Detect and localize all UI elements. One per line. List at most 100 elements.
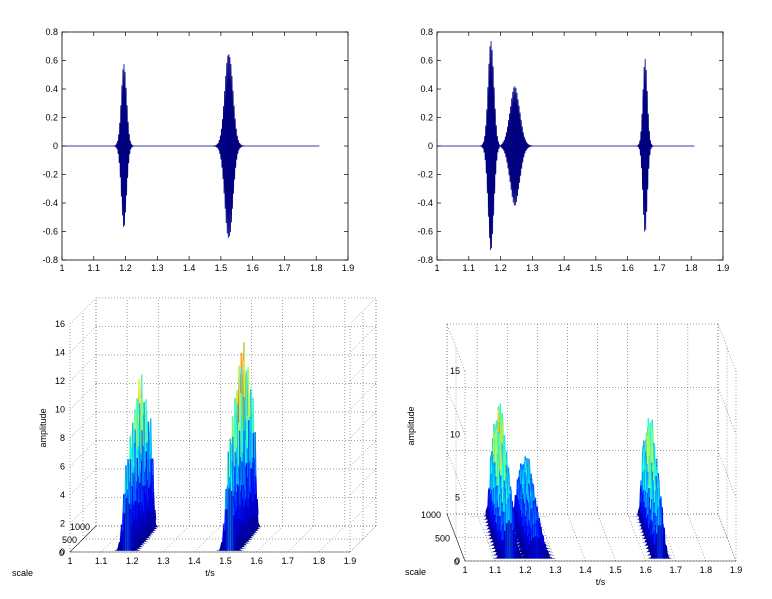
z-tick-label: 10 — [450, 429, 460, 439]
x-tick-label: 1.4 — [558, 263, 571, 273]
y-tick-label: -0.6 — [42, 227, 58, 237]
surface-peak-segment — [137, 539, 140, 542]
x-tick-label: 1.3 — [151, 263, 164, 273]
surface-peak-segment — [240, 480, 243, 486]
bottom-left-wavelet-surface: 16 14 12 10 8 6 4 2 01 1.1 1.2 1.3 1.4 1.5 1.6 1.7 1.8 1.… — [12, 297, 377, 578]
t-tick-label: 1.7 — [670, 565, 683, 575]
x-tick-label: 1.8 — [310, 263, 323, 273]
t-tick-label: 1.1 — [489, 565, 502, 575]
surface-peak-segment — [242, 484, 245, 507]
t-tick-label: 1.9 — [344, 556, 357, 566]
surface-peak-segment — [127, 459, 130, 496]
x-tick-label: 1.6 — [246, 263, 259, 273]
surface-peak-segment — [149, 440, 152, 459]
surface-peak-segment — [133, 419, 136, 430]
surface-peak-segment — [146, 500, 149, 503]
surface-peak-segment — [150, 458, 153, 500]
x-tick-label: 1 — [434, 263, 439, 273]
surface-peak-segment — [654, 527, 657, 530]
surface-peak-segment — [141, 517, 144, 533]
surface-peak-segment — [513, 517, 516, 539]
surface-peak-segment — [138, 524, 141, 536]
y-tick-label: 0.6 — [45, 56, 58, 66]
z-grid-line-side — [69, 497, 97, 524]
surface-peak-segment — [131, 486, 134, 521]
surface-peak-segment — [652, 490, 655, 499]
surface-peak-segment — [136, 458, 139, 506]
t-tick-label: 1.8 — [313, 556, 326, 566]
surface-peak-segment — [139, 527, 142, 530]
surface-peak-segment — [140, 398, 143, 431]
surface-peak-segment — [233, 500, 236, 520]
y-tick-label: 0.4 — [420, 84, 433, 94]
surface-peak-segment — [144, 445, 147, 452]
t-tick-label: 1.5 — [609, 565, 622, 575]
surface-peak-segment — [523, 539, 526, 542]
surface-peak-segment — [152, 458, 155, 493]
t-tick-label: 1 — [462, 565, 467, 575]
z-tick-label: 8 — [60, 433, 65, 443]
surface-peak-segment — [150, 511, 153, 521]
surface-peak-segment — [145, 485, 148, 512]
z-tick-label: 10 — [55, 405, 65, 415]
surface-peak-segment — [147, 524, 150, 531]
surface-peak-segment — [527, 507, 530, 520]
surface-peak-segment — [134, 442, 137, 492]
z-tick-label: 15 — [450, 366, 460, 376]
surface-peak-segment — [255, 517, 258, 521]
surface-peak-segment — [255, 476, 258, 502]
surface-peak-segment — [250, 468, 253, 506]
surface-peak-segment — [154, 509, 157, 520]
surface-peak-segment — [133, 484, 136, 501]
surface-peak-segment — [249, 487, 252, 493]
surface-peak-segment — [254, 494, 257, 518]
x-tick-label: 1.3 — [526, 263, 539, 273]
surface-peak-segment — [525, 530, 528, 533]
surface-peak-segment — [136, 527, 139, 540]
surface-peak-segment — [240, 515, 243, 530]
surface-peak-segment — [546, 550, 549, 554]
y-tick-label: 0.8 — [45, 27, 58, 37]
x-tick-label: 1.8 — [685, 263, 698, 273]
surface-peak-segment — [240, 535, 243, 539]
z-grid-line-side — [69, 440, 97, 467]
surface-peak-segment — [498, 467, 501, 472]
z-grid-line-side — [69, 383, 97, 410]
surface-peak-segment — [147, 421, 150, 479]
surface-peak-segment — [248, 530, 251, 533]
surface-peak-segment — [135, 520, 138, 528]
surface-slice-base — [78, 394, 328, 544]
surface-peak-segment — [544, 543, 547, 551]
surface-peak-segment — [145, 511, 148, 526]
surface-peak-segment — [254, 431, 257, 477]
z-tick-label: 2 — [60, 519, 65, 529]
t-tick-label: 1.6 — [639, 565, 652, 575]
surface-peak-segment — [251, 413, 254, 434]
y-tick-label: 0.8 — [420, 27, 433, 37]
z-tick-label: 4 — [60, 490, 65, 500]
surface-peak-segment — [245, 463, 248, 509]
x-tick-label: 1.9 — [717, 263, 730, 273]
surface-peak-segment — [252, 433, 255, 488]
surface-peak-segment — [242, 522, 245, 525]
surface-peak-segment — [140, 460, 143, 505]
y-tick-label: -0.2 — [417, 170, 433, 180]
surface-peak-segment — [238, 430, 241, 492]
surface-peak-segment — [242, 360, 245, 397]
z-tick-label: 5 — [455, 493, 460, 503]
z-tick-label: 0 — [455, 556, 460, 566]
x-tick-label: 1.7 — [278, 263, 291, 273]
surface-peak-segment — [256, 499, 259, 515]
surface-peak-segment — [251, 524, 254, 527]
surface-peak-segment — [149, 484, 152, 512]
bottom-right-wavelet-surface: 15 10 5 01 1.1 1.2 1.3 1.4 1.5 1.6 1.7 1.8 1.9 1000 50… — [405, 323, 742, 587]
surface-peak-segment — [254, 515, 257, 526]
z-grid-line — [96, 497, 377, 524]
t-axis-label: t/s — [596, 577, 606, 587]
t-tick-label: 1.3 — [157, 556, 170, 566]
y-tick-label: -0.8 — [42, 255, 58, 265]
surface-peak-segment — [138, 403, 141, 473]
t-tick-label: 1 — [67, 556, 72, 566]
surface-peak-segment — [137, 497, 141, 503]
surface-peak-segment — [238, 518, 241, 537]
